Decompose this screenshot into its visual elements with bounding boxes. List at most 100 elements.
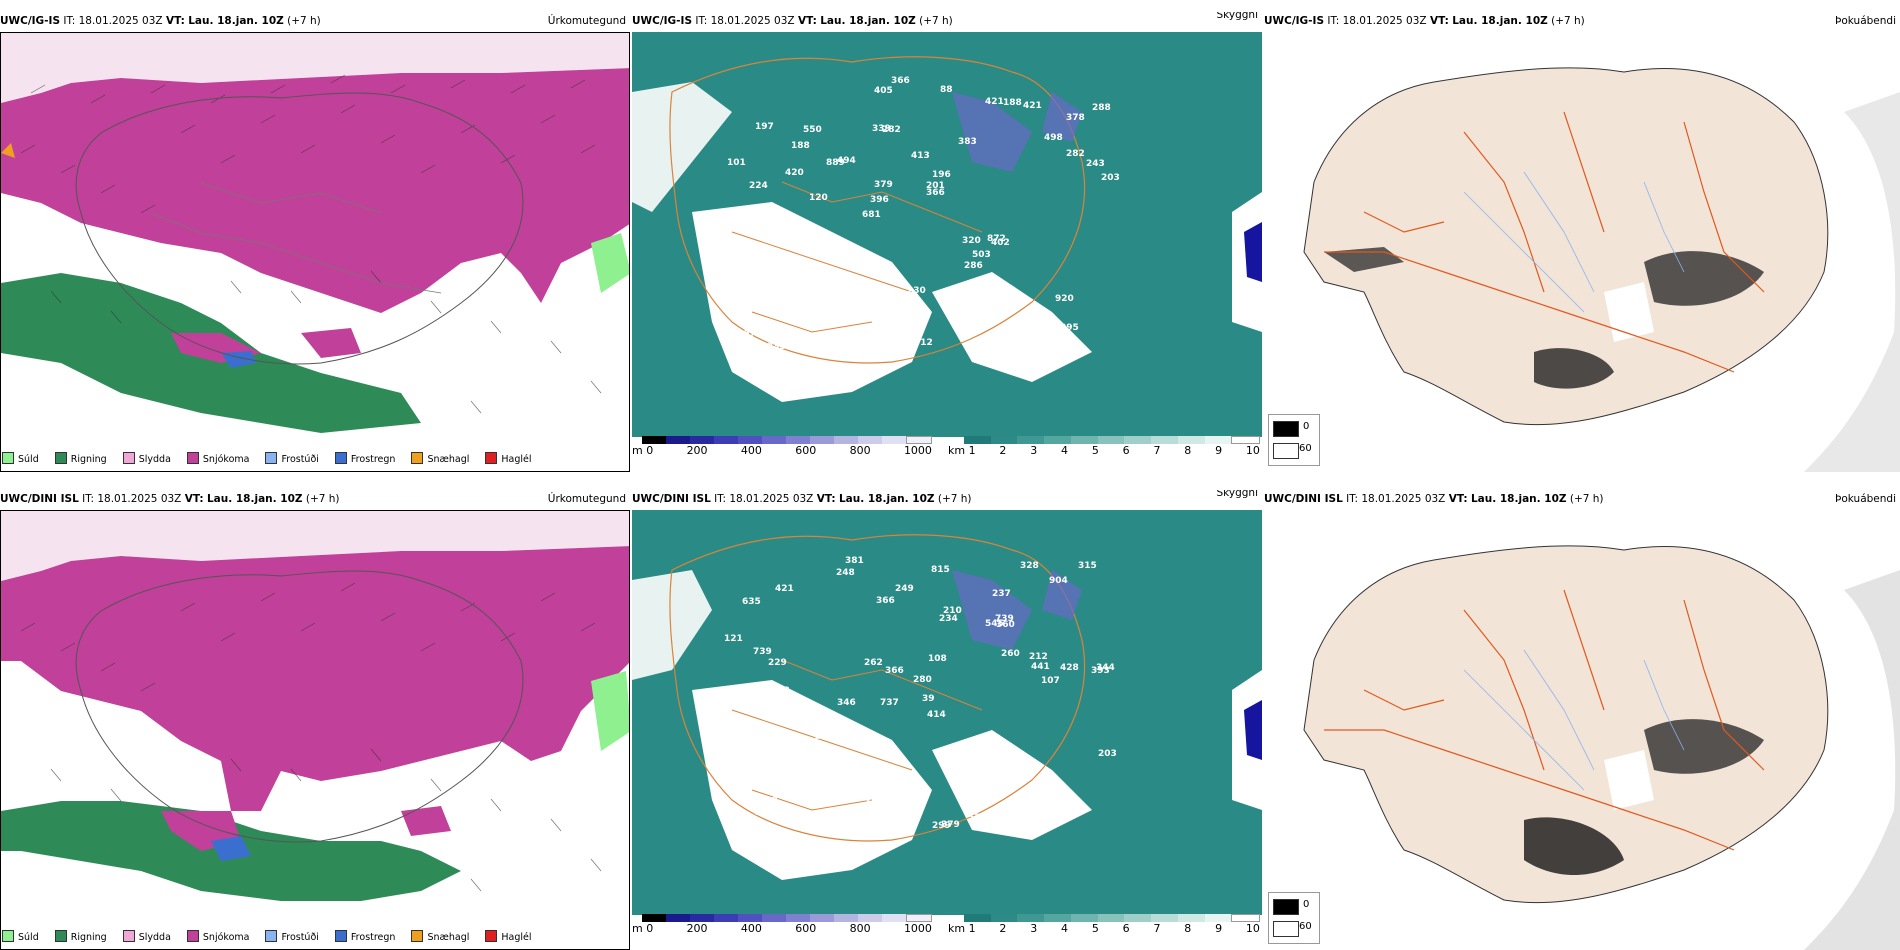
station-value: 530: [968, 813, 987, 823]
station-value: 344: [1096, 663, 1115, 673]
station-value: 366: [891, 76, 910, 86]
station-value: 203: [1101, 173, 1120, 183]
panel-header: UWC/IG-IS IT: 18.01.2025 03Z VT: Lau. 18…: [1264, 12, 1900, 30]
station-value: 121: [724, 634, 743, 644]
height-colorbar: m 0 200 400 600 800 1000: [632, 436, 932, 457]
station-value: 260: [1001, 649, 1020, 659]
station-value: 120: [809, 193, 828, 203]
init-time: IT: 18.01.2025 03Z: [695, 15, 795, 27]
swatch: [2, 929, 14, 942]
station-value-labels: 395 224 378 681 383 259 339 413 274 494 369 271 282 1…: [727, 76, 1120, 352]
station-value: 259: [768, 328, 787, 338]
legend-item-frostudi: Frostúði: [265, 451, 319, 465]
station-value: 346: [837, 698, 856, 708]
station-value: 360: [996, 620, 1015, 630]
station-value: 280: [913, 675, 932, 685]
station-value: 286: [964, 261, 983, 271]
model-name: UWC/DINI ISL: [1264, 493, 1343, 505]
station-value: 739: [753, 647, 772, 657]
legend-item-rigning: Rigning: [54, 929, 107, 943]
station-value: 393: [1091, 666, 1110, 676]
valid-time: Lau. 18.jan. 10Z: [206, 493, 303, 505]
visibility-map: 381 237 393 737 414 313 635 545 471 234 280 300 248 3…: [632, 510, 1262, 915]
init-time: IT: 18.01.2025 03Z: [714, 493, 814, 505]
station-value: 214: [866, 795, 885, 805]
swatch: [265, 451, 278, 464]
station-value: 197: [755, 122, 774, 132]
valid-time: Lau. 18.jan. 10Z: [838, 493, 935, 505]
station-value: 291: [899, 809, 918, 819]
legend-item-hagl: Haglél: [485, 929, 532, 943]
station-value: 88: [940, 85, 953, 95]
station-value: 391: [761, 686, 780, 696]
station-value: 315: [1078, 561, 1097, 571]
station-value: 249: [895, 584, 914, 594]
station-value: 428: [1060, 663, 1079, 673]
panel-header: UWC/DINI ISL IT: 18.01.2025 03Z VT: Lau.…: [1264, 490, 1900, 508]
field-name: Úrkomutegund: [547, 15, 626, 27]
station-value: 369: [733, 312, 752, 322]
station-value: 381: [845, 556, 864, 566]
station-value: 408: [843, 821, 862, 831]
panel-header: UWC/DINI ISL IT: 18.01.2025 03Z VT: Lau.…: [0, 490, 630, 508]
station-value: 196: [932, 170, 951, 180]
fog-swatch-0: [1273, 899, 1299, 915]
station-value-labels: 381 237 393 737 414 313 635 545 471 234 280 300 248 3…: [724, 556, 1117, 831]
panel-header: UWC/IG-IS IT: 18.01.2025 03Z VT: Lau. 18…: [632, 12, 1262, 30]
valid-time: Lau. 18.jan. 10Z: [820, 15, 916, 27]
station-value: 441: [1031, 662, 1050, 672]
station-value: 421: [775, 584, 794, 594]
init-time: IT: 18.01.2025 03Z: [82, 493, 182, 505]
fog-index-panel-bottom: UWC/DINI ISL IT: 18.01.2025 03Z VT: Lau.…: [1264, 490, 1900, 950]
station-value: 815: [931, 565, 950, 575]
station-value: 383: [958, 137, 977, 147]
legend-item-suld: Súld: [2, 929, 39, 943]
panel-header: UWC/DINI ISL IT: 18.01.2025 03Z VT: Lau.…: [632, 490, 1262, 508]
station-value: 442: [729, 750, 748, 760]
vt-label: VT:: [165, 15, 185, 27]
station-value: 188: [791, 141, 810, 151]
station-value: 550: [803, 125, 822, 135]
panel-header: UWC/IG-IS IT: 18.01.2025 03Z VT: Lau. 18…: [0, 12, 630, 30]
fog-swatch-60: [1273, 443, 1299, 459]
station-value: 414: [927, 710, 946, 720]
legend-item-slydda: Slydda: [122, 451, 171, 465]
swatch: [122, 451, 135, 464]
lead-time: (+7 h): [919, 15, 953, 27]
legend-item-frostregn: Frostregn: [334, 929, 395, 943]
field-name: Skyggni: [1216, 490, 1259, 499]
station-value: 684: [970, 762, 989, 772]
station-value: 248: [836, 568, 855, 578]
legend-item-snjokoma: Snjókoma: [186, 929, 249, 943]
lead-time: (+7 h): [937, 493, 972, 505]
swatch: [54, 451, 67, 464]
lead-time: (+7 h): [1551, 15, 1585, 27]
swatch: [485, 929, 498, 942]
station-value: 494: [837, 156, 856, 166]
station-value: 201: [926, 181, 945, 191]
visibility-map: 395 224 378 681 383 259 339 413 274 494 369 271 282 1…: [632, 32, 1262, 437]
station-value: 366: [885, 666, 904, 676]
height-unit: m: [632, 922, 643, 935]
station-value: 170: [1034, 781, 1053, 791]
station-value: 379: [874, 180, 893, 190]
station-value: 107: [1041, 676, 1060, 686]
init-time: IT: 18.01.2025 03Z: [63, 15, 163, 27]
station-value: 262: [864, 658, 883, 668]
fog-swatch-60: [1273, 921, 1299, 937]
legend-item-frostudi: Frostúði: [265, 929, 319, 943]
model-name: UWC/DINI ISL: [632, 493, 711, 505]
vt-label: VT:: [797, 15, 817, 27]
station-value: 498: [1044, 133, 1063, 143]
station-value: 210: [943, 606, 962, 616]
station-value: 413: [911, 151, 930, 161]
vt-label: VT:: [1429, 15, 1449, 27]
legend-item-rigning: Rigning: [54, 451, 107, 465]
swatch: [265, 929, 278, 942]
swatch: [122, 929, 135, 942]
visibility-colorbar: km 1 2 3 4 5 6 7 8 9 10: [948, 914, 1261, 935]
station-value: 320: [962, 236, 981, 246]
swatch: [54, 929, 67, 942]
field-name: Úrkomutegund: [547, 493, 626, 505]
swatch: [334, 451, 347, 464]
